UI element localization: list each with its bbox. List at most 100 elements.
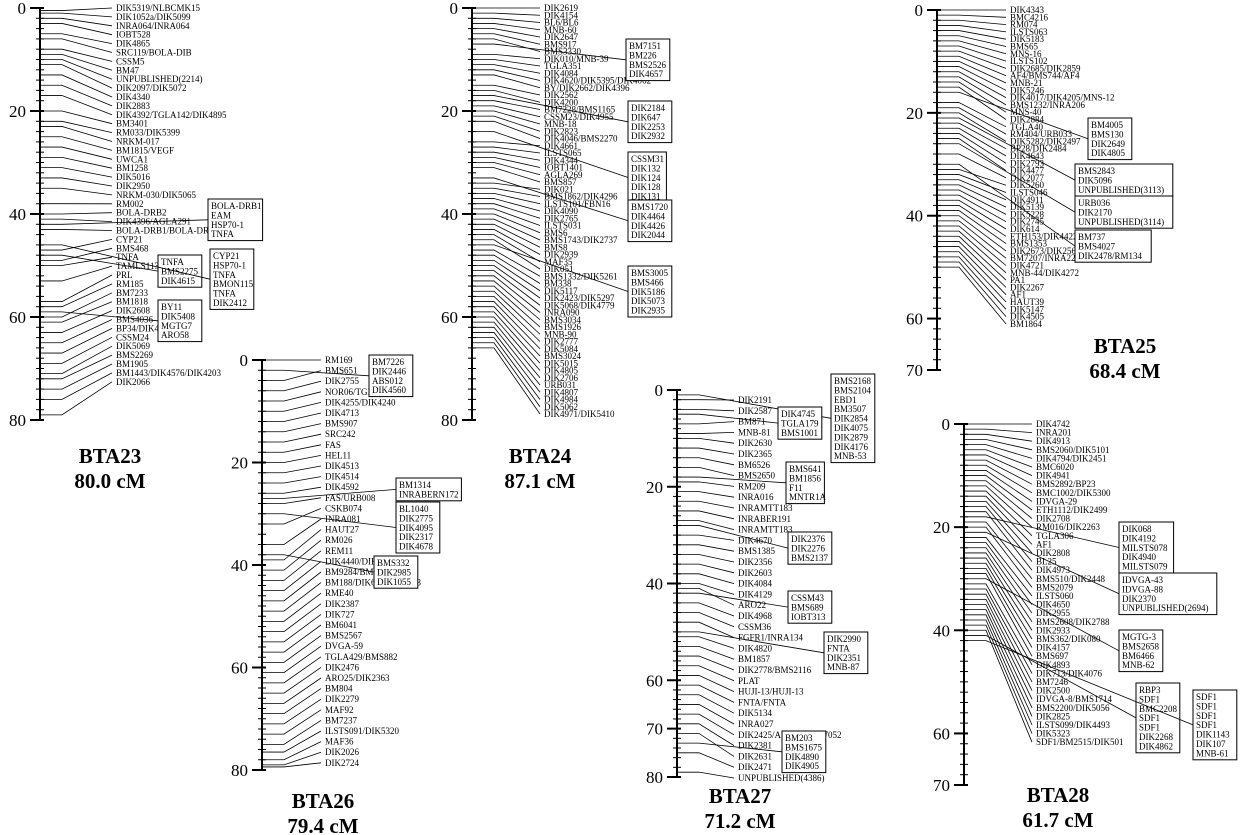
marker-connector <box>677 694 735 714</box>
marker-connector <box>677 573 735 584</box>
marker-connector <box>677 491 735 498</box>
marker-connector <box>937 40 1007 55</box>
marker-connector <box>472 249 541 277</box>
marker-connector <box>677 684 735 703</box>
marker-label: DIK2647 <box>544 32 578 42</box>
marker-group-box <box>207 198 264 242</box>
marker-label: DIK4340 <box>116 92 150 102</box>
marker-label: DIK4200 <box>544 97 578 107</box>
marker-label: BM7237 <box>325 715 358 725</box>
marker-label: DIK2077 <box>1010 173 1044 183</box>
marker-connector <box>964 588 1033 674</box>
axis-tick-label: 80 <box>646 768 663 787</box>
axis-tick-label: 40 <box>933 621 950 640</box>
chromosome-map-bta28: 0 20 40 60 70 DIK4742INRA201DIK4913BMS2060/DI… <box>933 415 1238 832</box>
marker-connector <box>937 169 1007 186</box>
marker-label: BMS6 <box>544 228 568 238</box>
box-marker-label: DIK4940 <box>1122 552 1156 562</box>
chromosome-map-bta23: 0 20 40 60 80 DIK5319/NLBCMK15DIK1052a/DIK509… <box>9 0 264 493</box>
box-marker-label: BMS2658 <box>1122 641 1160 651</box>
marker-label: BMS1862/DIK4296 <box>544 192 618 202</box>
marker-connector <box>472 23 541 31</box>
marker-label: IDVGA-29 <box>1036 496 1077 506</box>
box-marker-label: MNTR1A <box>789 492 827 502</box>
marker-label: IOBT528 <box>116 30 151 40</box>
marker-label: MNB-90 <box>544 329 577 339</box>
marker-connector <box>472 53 541 60</box>
marker-connector <box>40 167 113 178</box>
box-marker-label: DIK4905 <box>785 761 819 771</box>
marker-label: DIK2500 <box>1036 686 1070 696</box>
chromosome-name: BTA24 <box>509 444 572 468</box>
marker-connector <box>677 752 735 768</box>
box-marker-label: BMS2168 <box>834 376 872 386</box>
box-marker-label: SDF1 <box>1196 720 1217 730</box>
marker-label: CSSM24 <box>116 332 150 342</box>
box-marker-label: MNB-62 <box>1122 660 1155 670</box>
marker-label: ILSTS099/DIK4493 <box>1036 720 1110 730</box>
marker-connector <box>262 709 322 735</box>
marker-connector <box>937 19 1007 25</box>
marker-connector <box>472 167 541 183</box>
marker-label: DIK4343 <box>1010 5 1044 15</box>
marker-connector <box>937 45 1007 62</box>
marker-connector <box>40 17 113 27</box>
box-marker-label: FNTA <box>827 643 850 653</box>
marker-label: RME40 <box>325 588 354 598</box>
marker-connector <box>677 432 735 434</box>
marker-label: TAMLS113.3 <box>116 261 166 271</box>
marker-label: DIK4514 <box>325 472 359 482</box>
chromosome-name: BTA26 <box>292 789 355 813</box>
marker-label: ARO25/DIK2363 <box>325 673 390 683</box>
box-marker-label: BMS130 <box>1091 129 1124 139</box>
marker-label: RM074 <box>1010 20 1038 30</box>
marker-group-box <box>787 590 833 624</box>
marker-connector <box>40 363 113 390</box>
marker-connector <box>964 562 1033 640</box>
marker-label: BMS468 <box>116 243 149 253</box>
marker-label: FNTA/FNTA <box>738 697 787 707</box>
marker-connector <box>937 246 1007 295</box>
chromosome-map-bta24: 020406080DIK2619DIK4154BL6/BL6MNB-60DIK2… <box>441 0 673 493</box>
marker-connector <box>937 251 1007 303</box>
marker-connector <box>40 95 113 116</box>
box-marker-label: BM737 <box>1078 232 1106 242</box>
marker-label: ETH153/DIK4422 <box>1010 231 1078 241</box>
marker-connector <box>40 229 113 231</box>
box-connector <box>964 635 1137 719</box>
marker-label: INRABER191 <box>738 514 791 524</box>
marker-connector <box>262 518 322 545</box>
marker-label: UNPUBLISHED(4386) <box>738 773 825 783</box>
box-marker-label: DIK2317 <box>399 532 433 542</box>
box-marker-label: DIK4805 <box>1091 148 1125 158</box>
marker-connector <box>677 602 735 617</box>
marker-connector <box>262 550 322 581</box>
marker-group-box <box>627 100 673 144</box>
marker-connector <box>677 544 735 552</box>
marker-connector <box>40 59 113 80</box>
marker-label: MNB-60 <box>544 25 577 35</box>
marker-label: INRA090 <box>544 308 580 318</box>
box-connector <box>262 489 397 499</box>
marker-label: DIK2387 <box>325 599 359 609</box>
box-connector <box>937 117 1076 181</box>
marker-connector <box>262 667 322 694</box>
marker-label: DIK2765 <box>544 213 578 223</box>
marker-connector <box>262 539 322 571</box>
marker-label: CYP21 <box>116 234 143 244</box>
marker-label: BM9284/BM4505 <box>325 567 392 577</box>
marker-connector <box>40 372 113 400</box>
marker-connector <box>964 459 1033 485</box>
box-marker-label: BMS2843 <box>1078 166 1116 176</box>
marker-connector <box>262 624 322 653</box>
box-marker-label: DIK4075 <box>834 423 868 433</box>
marker-label: BM1815/VEGF <box>116 145 174 155</box>
box-marker-label: MGTG7 <box>161 321 192 331</box>
marker-label: DIK4713 <box>325 408 359 418</box>
box-marker-label: DIK4862 <box>1139 741 1173 751</box>
marker-connector <box>262 455 322 463</box>
marker-label: ILSTS091/DIK5320 <box>325 726 399 736</box>
marker-connector <box>964 604 1033 700</box>
marker-label: DIK4820 <box>738 643 772 653</box>
marker-label: DIK2939 <box>544 250 578 260</box>
